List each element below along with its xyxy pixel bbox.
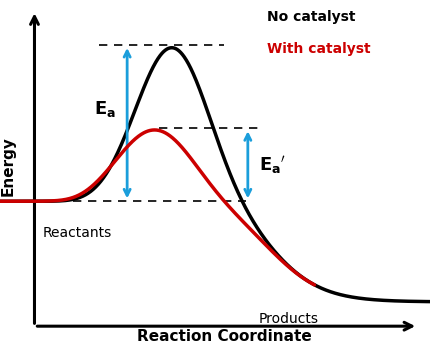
Text: $\mathbf{E_a}$: $\mathbf{E_a}$ [94, 99, 116, 119]
Text: $\mathbf{E_a{}'}$: $\mathbf{E_a{}'}$ [258, 154, 285, 176]
Text: No catalyst: No catalyst [267, 10, 355, 24]
Text: Reactants: Reactants [43, 226, 112, 239]
Text: Products: Products [258, 312, 318, 326]
Text: Energy: Energy [1, 137, 16, 196]
Text: With catalyst: With catalyst [267, 42, 370, 56]
Text: Reaction Coordinate: Reaction Coordinate [136, 329, 311, 344]
